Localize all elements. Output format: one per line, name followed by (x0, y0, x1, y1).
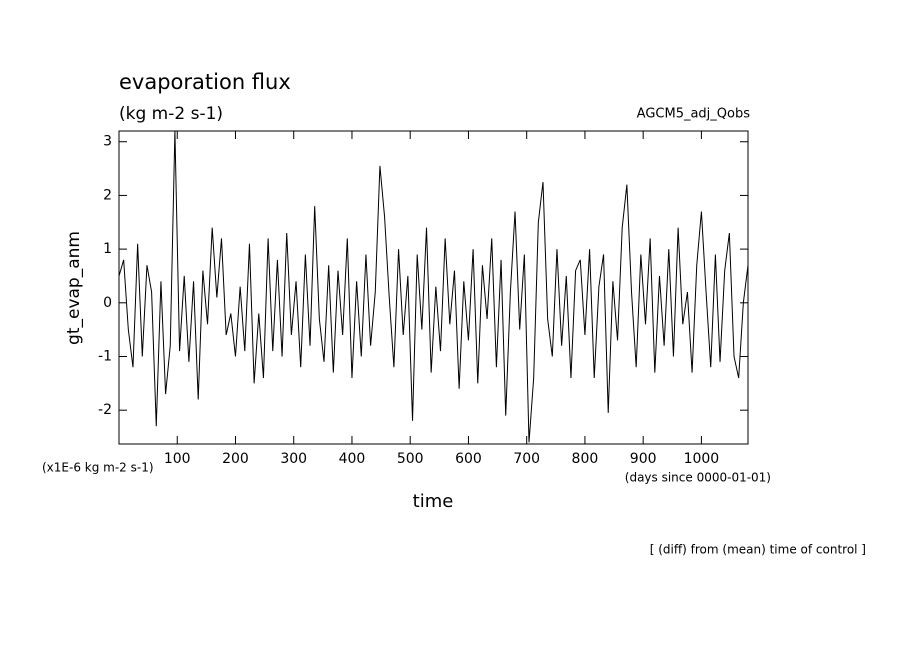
x-units: (days since 0000-01-01) (625, 471, 771, 485)
x-tick-label: 800 (572, 451, 599, 467)
x-tick-label: 100 (164, 451, 191, 467)
x-tick-label: 200 (222, 451, 249, 467)
x-tick-label: 700 (513, 451, 540, 467)
y-tick-label: 3 (103, 134, 112, 150)
y-tick-label: 1 (103, 241, 112, 257)
source-label: AGCM5_adj_Qobs (637, 107, 751, 122)
y-tick-label: 2 (103, 187, 112, 203)
data-line (118, 130, 749, 443)
plot-frame (118, 130, 749, 445)
x-axis-label: time (413, 491, 454, 512)
chart-title: evaporation flux (119, 70, 291, 94)
note: [ (diff) from (mean) time of control ] (650, 543, 866, 557)
x-tick-label: 900 (630, 451, 657, 467)
x-tick-label: 500 (397, 451, 424, 467)
y-axis-label: gt_evap_anm (64, 231, 84, 345)
y-tick-label: 0 (103, 295, 112, 311)
x-tick-label: 600 (455, 451, 482, 467)
x-tick-label: 300 (280, 451, 307, 467)
x-tick-label: 1000 (684, 451, 720, 467)
chart-subtitle: (kg m-2 s-1) (119, 104, 223, 124)
y-tick-label: -1 (98, 348, 112, 364)
y-units: (x1E-6 kg m-2 s-1) (42, 461, 154, 475)
x-tick-label: 400 (339, 451, 366, 467)
y-tick-label: -2 (98, 402, 112, 418)
